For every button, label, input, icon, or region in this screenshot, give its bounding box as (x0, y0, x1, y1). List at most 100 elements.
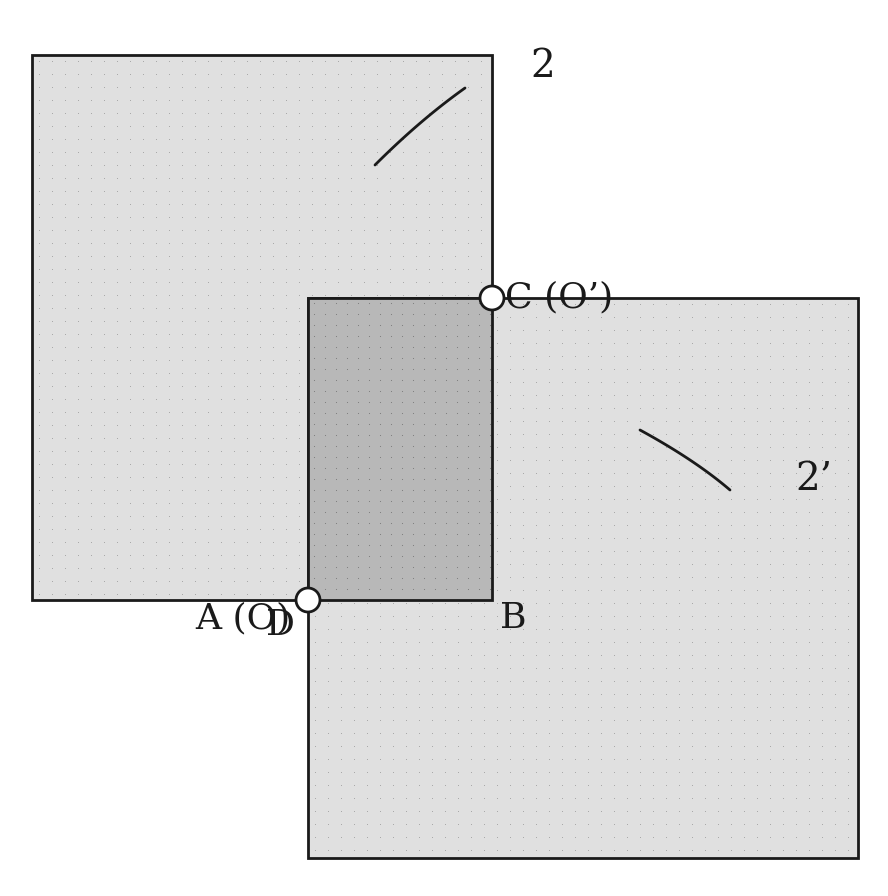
Point (840, 557, 854, 572)
Point (31, 145, 45, 159)
Point (763, 362, 777, 376)
Point (344, 379, 358, 393)
Point (658, 609, 672, 624)
Point (360, 635, 374, 650)
Point (369, 574, 384, 589)
Point (749, 753, 764, 767)
Point (317, 483, 331, 497)
Point (449, 384, 464, 399)
Point (83, 392, 98, 407)
Point (58, 327, 72, 341)
Point (449, 418, 464, 432)
Point (123, 418, 137, 433)
Point (201, 588, 215, 602)
Point (450, 727, 464, 741)
Point (515, 791, 529, 806)
Point (671, 518, 686, 532)
Point (567, 583, 582, 598)
Point (360, 739, 374, 754)
Point (411, 479, 425, 494)
Point (44, 470, 59, 485)
Point (450, 623, 464, 637)
Point (330, 340, 345, 355)
Point (658, 336, 672, 350)
Point (775, 518, 789, 532)
Point (464, 701, 478, 715)
Point (148, 133, 163, 147)
Point (424, 831, 439, 845)
Point (438, 310, 452, 324)
Point (567, 505, 582, 520)
Point (763, 518, 777, 532)
Point (503, 597, 517, 611)
Point (408, 289, 423, 303)
Point (736, 843, 750, 857)
Point (671, 362, 686, 376)
Point (372, 701, 386, 715)
Bar (308, 298, 858, 858)
Point (671, 349, 686, 364)
Point (372, 495, 386, 509)
Point (213, 392, 227, 407)
Point (399, 831, 413, 845)
Point (226, 301, 241, 315)
Point (473, 418, 488, 433)
Point (567, 518, 582, 532)
Point (724, 791, 738, 806)
Point (710, 492, 725, 506)
Point (449, 362, 464, 376)
Point (213, 263, 227, 277)
Point (339, 483, 353, 497)
Point (581, 583, 595, 598)
Point (44, 327, 59, 341)
Point (416, 340, 431, 355)
Point (317, 318, 331, 332)
Point (279, 418, 293, 433)
Text: 2: 2 (530, 48, 555, 85)
Point (801, 531, 815, 546)
Point (31, 431, 45, 445)
Point (135, 353, 149, 367)
Point (482, 384, 496, 399)
Point (399, 661, 413, 676)
Point (213, 145, 227, 159)
Point (503, 571, 517, 585)
Point (724, 571, 738, 585)
Point (528, 375, 543, 390)
Point (97, 444, 111, 459)
Point (97, 340, 111, 355)
Point (801, 727, 815, 741)
Point (330, 405, 345, 419)
Point (607, 635, 621, 650)
Point (697, 492, 711, 506)
Point (394, 297, 408, 311)
Point (567, 310, 582, 324)
Point (489, 427, 503, 442)
Point (632, 713, 646, 728)
Point (346, 727, 361, 741)
Point (97, 548, 111, 563)
Point (395, 197, 409, 211)
Point (482, 505, 496, 520)
Point (148, 509, 163, 523)
Point (427, 307, 441, 322)
Point (305, 81, 319, 95)
Point (658, 765, 672, 780)
Point (828, 427, 842, 442)
Point (789, 336, 803, 350)
Point (406, 297, 420, 311)
Point (685, 349, 699, 364)
Point (450, 545, 464, 559)
Point (187, 67, 202, 82)
Point (291, 185, 305, 199)
Point (840, 675, 854, 689)
Point (330, 211, 345, 225)
Point (685, 297, 699, 312)
Point (83, 314, 98, 329)
Point (438, 843, 452, 857)
Point (840, 336, 854, 350)
Point (489, 635, 503, 650)
Point (476, 765, 490, 780)
Point (305, 340, 319, 355)
Point (489, 597, 503, 611)
